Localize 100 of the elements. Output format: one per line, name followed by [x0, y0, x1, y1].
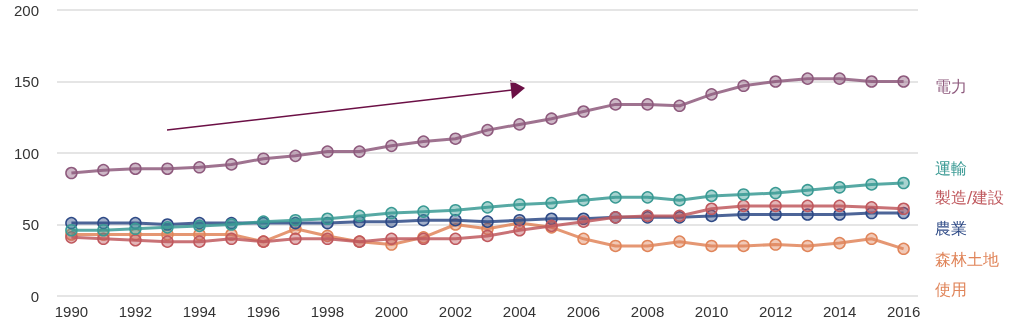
point	[833, 72, 846, 85]
point	[193, 161, 206, 174]
point	[513, 118, 526, 131]
point	[257, 152, 270, 165]
series-label: 森林土地使用	[935, 249, 999, 299]
point	[737, 199, 750, 213]
point	[673, 235, 686, 248]
point	[577, 105, 590, 118]
point	[481, 229, 494, 243]
x-tick-label: 2016	[886, 303, 921, 320]
point	[641, 191, 654, 204]
point	[513, 198, 526, 211]
x-tick-label: 2014	[822, 303, 857, 320]
point	[737, 79, 750, 93]
point	[737, 188, 750, 201]
series-label: 製造/建設	[935, 187, 1005, 207]
x-tick-label: 2002	[438, 303, 473, 320]
point	[161, 162, 174, 175]
point	[737, 239, 750, 253]
x-tick-label: 2012	[758, 303, 793, 320]
point	[225, 232, 238, 246]
x-tick-label: 1998	[310, 303, 345, 320]
point	[417, 135, 430, 148]
point	[385, 232, 398, 246]
point	[481, 201, 494, 214]
series-label: 農業	[935, 218, 967, 238]
point	[897, 75, 910, 88]
y-tick-label: 150	[13, 73, 39, 90]
point	[577, 232, 590, 246]
point	[289, 232, 302, 246]
point	[353, 209, 366, 223]
point	[449, 203, 462, 217]
y-tick-label: 100	[13, 144, 39, 162]
x-tick-label: 2004	[502, 303, 537, 320]
y-tick-label: 50	[22, 216, 39, 233]
point	[545, 196, 558, 210]
point	[129, 162, 142, 175]
point	[801, 199, 814, 213]
point	[321, 212, 334, 226]
point	[321, 145, 334, 158]
point	[513, 223, 526, 237]
point	[481, 123, 494, 137]
point	[865, 232, 878, 246]
y-tick-label: 200	[13, 1, 39, 19]
x-tick-label: 1992	[118, 303, 153, 320]
point	[769, 238, 782, 251]
point	[97, 223, 110, 237]
point	[481, 215, 494, 228]
point	[161, 235, 174, 248]
point	[385, 139, 398, 153]
point	[609, 191, 622, 204]
point	[865, 75, 878, 88]
point	[289, 149, 302, 163]
point	[65, 166, 78, 180]
x-tick-label: 1990	[54, 303, 89, 320]
x-tick-label: 1996	[246, 303, 281, 320]
point	[897, 242, 910, 256]
point	[545, 112, 558, 125]
point	[833, 181, 846, 194]
point	[225, 158, 238, 171]
x-tick-label: 2006	[566, 303, 601, 320]
point	[385, 206, 398, 220]
point	[577, 193, 590, 207]
point	[673, 99, 686, 113]
point	[353, 145, 366, 158]
point	[801, 183, 814, 197]
point	[129, 233, 142, 247]
point	[897, 202, 910, 216]
point	[801, 72, 814, 85]
point	[769, 186, 782, 200]
point	[769, 75, 782, 88]
point	[609, 239, 622, 253]
point	[193, 235, 206, 248]
point	[801, 239, 814, 253]
series-label: 電力	[935, 76, 967, 96]
point	[65, 223, 78, 237]
point	[673, 193, 686, 207]
point	[833, 236, 846, 250]
point	[449, 132, 462, 145]
point	[641, 239, 654, 253]
point	[705, 239, 718, 253]
point	[865, 178, 878, 191]
point	[865, 201, 878, 214]
point	[705, 202, 718, 216]
point	[449, 213, 462, 227]
point	[833, 199, 846, 213]
point	[705, 88, 718, 101]
point	[129, 222, 142, 236]
series-label: 運輸	[935, 158, 967, 178]
x-tick-label: 2000	[374, 303, 409, 320]
point	[97, 163, 110, 177]
point	[769, 199, 782, 213]
x-tick-label: 1994	[182, 303, 217, 320]
x-tick-label: 2008	[630, 303, 665, 320]
point	[417, 205, 430, 218]
x-tick-label: 2010	[694, 303, 729, 320]
point	[641, 98, 654, 111]
point	[449, 232, 462, 246]
y-tick-label: 0	[30, 287, 39, 305]
point	[705, 189, 718, 203]
